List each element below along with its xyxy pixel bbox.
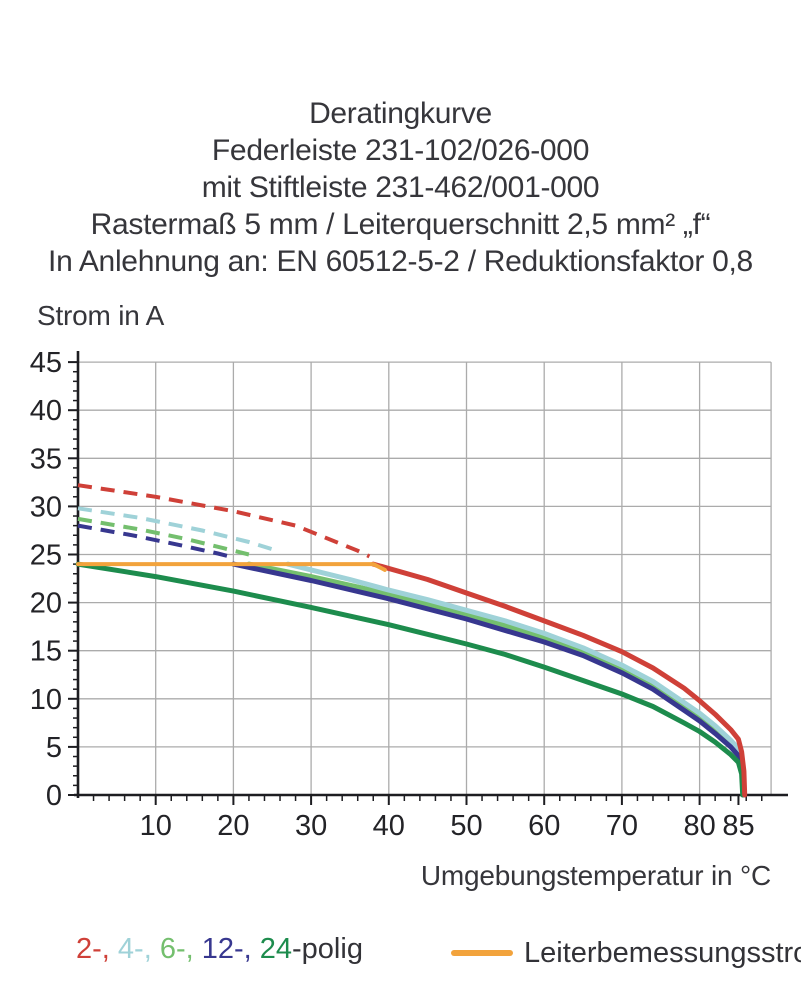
legend-row: 2-, 4-, 6-, 12-, 24-polig Leiterbemessun… <box>0 933 801 973</box>
svg-text:0: 0 <box>46 780 62 812</box>
title-line-1: Deratingkurve <box>309 97 492 130</box>
svg-text:40: 40 <box>30 395 62 427</box>
legend-4polig-label: 4-, <box>117 933 160 965</box>
title-line-3: mit Stiftleiste 231-462/001-000 <box>201 171 600 204</box>
svg-text:45: 45 <box>30 347 62 379</box>
y-axis-title: Strom in A <box>37 300 165 331</box>
svg-text:30: 30 <box>295 810 327 842</box>
legend-pole-counts: 2-, 4-, 6-, 12-, 24-polig <box>76 933 363 966</box>
svg-text:50: 50 <box>450 810 482 842</box>
legend-6polig-label: 6-, <box>159 933 202 965</box>
svg-text:85: 85 <box>722 810 754 842</box>
x-axis-title: Umgebungstemperatur in °C <box>420 860 771 891</box>
svg-text:20: 20 <box>30 588 62 620</box>
svg-text:40: 40 <box>373 810 405 842</box>
legend-24polig-label: 24 <box>259 933 293 965</box>
svg-text:20: 20 <box>217 810 249 842</box>
svg-text:80: 80 <box>683 810 715 842</box>
rated-current-label: Leiterbemessungsstrom <box>524 936 801 969</box>
title-line-4: Rastermaß 5 mm / Leiterquerschnitt 2,5 m… <box>90 208 711 241</box>
svg-text:10: 10 <box>30 684 62 716</box>
rated-current-line-swatch <box>451 950 513 956</box>
svg-text:15: 15 <box>30 636 62 668</box>
legend-rated-current: Leiterbemessungsstrom <box>451 933 801 973</box>
svg-text:35: 35 <box>30 443 62 475</box>
legend-2polig-label: 2-, <box>76 933 118 965</box>
svg-text:10: 10 <box>140 810 172 842</box>
svg-text:30: 30 <box>30 491 62 523</box>
chart-title-block: Deratingkurve Federleiste 231-102/026-00… <box>0 95 801 280</box>
title-line-5: In Anlehnung an: EN 60512-5-2 / Reduktio… <box>48 245 753 278</box>
svg-text:5: 5 <box>46 732 62 764</box>
svg-text:25: 25 <box>30 540 62 572</box>
svg-text:60: 60 <box>528 810 560 842</box>
svg-text:70: 70 <box>606 810 638 842</box>
legend-12polig-label: 12-, <box>201 933 260 965</box>
title-line-2: Federleiste 231-102/026-000 <box>211 134 590 167</box>
legend-polig-suffix: -polig <box>292 933 363 965</box>
